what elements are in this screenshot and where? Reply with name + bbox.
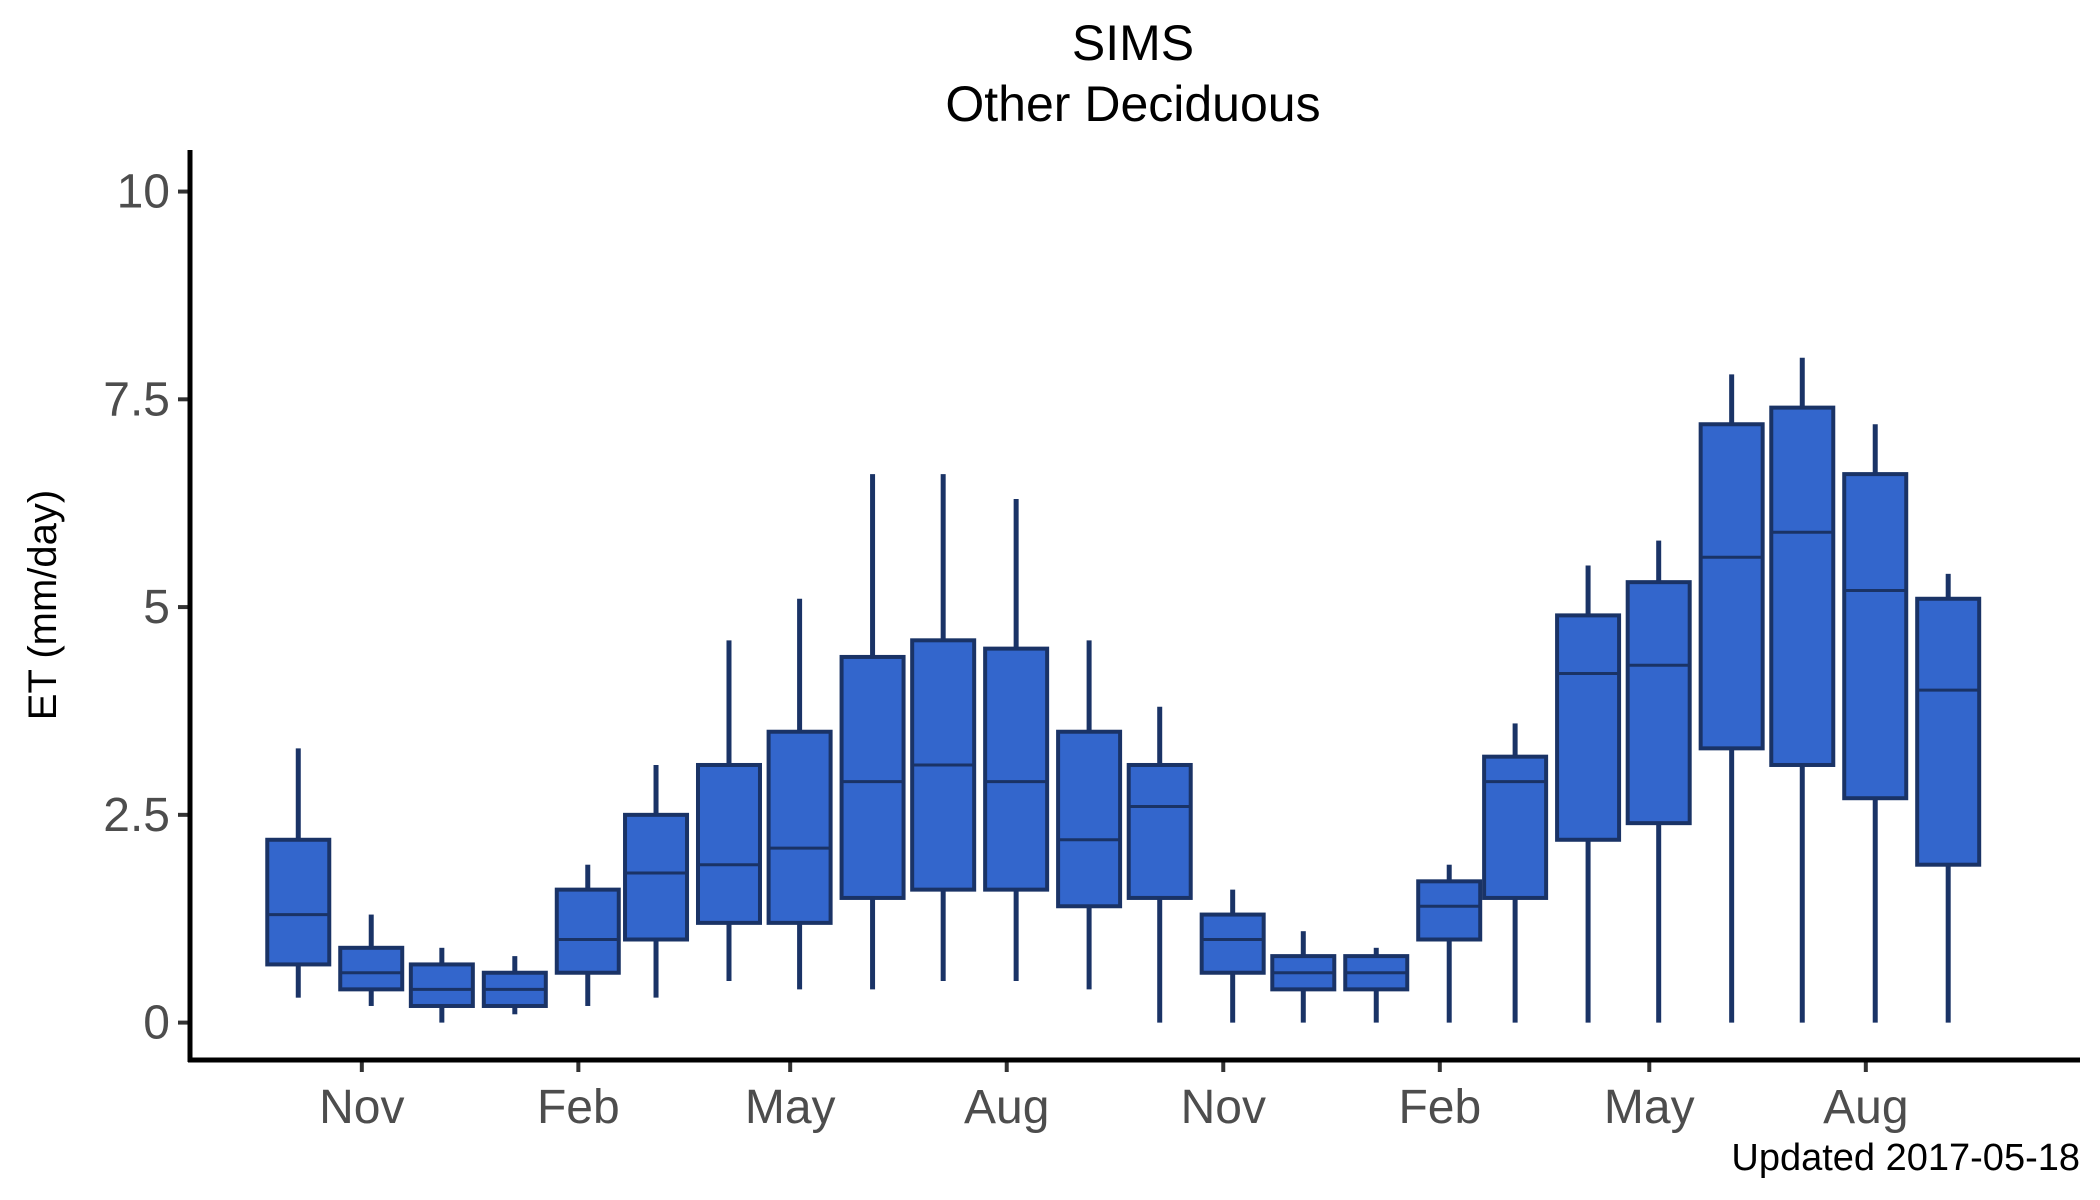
box-2017-08-05: [1842, 424, 1909, 1023]
x-tick-label: Feb: [1398, 1081, 1481, 1134]
box-2015-11-05: [338, 914, 405, 1006]
box-iqr: [338, 945, 405, 992]
box-2016-01-05: [481, 956, 548, 1015]
box-iqr: [1199, 912, 1266, 975]
x-tick-label: May: [745, 1081, 836, 1134]
box-2017-05-05: [1625, 540, 1692, 1023]
box-2015-10-05: [265, 748, 332, 998]
x-tick-label: May: [1604, 1081, 1695, 1134]
y-axis-ticks: 0 2.5 5 7.5 10: [103, 166, 190, 1050]
box-iqr: [408, 962, 475, 1008]
x-tick-label: Aug: [964, 1081, 1049, 1134]
box-2016-03-05: [623, 764, 690, 998]
box-2016-04-05: [695, 640, 762, 982]
box-2016-12-05: [1270, 931, 1337, 1023]
boxes-layer: [265, 357, 1982, 1023]
y-tick-label: 5: [143, 581, 170, 634]
box-iqr: [1769, 405, 1836, 767]
box-iqr: [1416, 879, 1483, 942]
y-tick-label: 0: [143, 997, 170, 1050]
box-2016-06-05: [839, 474, 906, 990]
box-iqr: [623, 812, 690, 942]
box-2017-02-05: [1416, 864, 1483, 1023]
box-2017-01-05: [1343, 947, 1410, 1023]
box-iqr: [554, 887, 621, 975]
box-iqr: [1915, 596, 1982, 867]
box-iqr: [1555, 613, 1622, 842]
box-2017-03-05: [1482, 723, 1549, 1023]
x-tick-label: Nov: [1181, 1081, 1266, 1134]
x-tick-label: Aug: [1823, 1081, 1908, 1134]
box-iqr: [1842, 472, 1909, 801]
box-2017-09-05: [1915, 573, 1982, 1023]
box-iqr: [1056, 729, 1123, 909]
box-iqr: [983, 646, 1050, 892]
box-iqr: [1126, 762, 1193, 900]
y-axis-title: ET (mm/day): [21, 490, 65, 720]
box-iqr: [265, 837, 332, 967]
x-tick-label: Feb: [537, 1081, 620, 1134]
chart-title: SIMS: [1072, 15, 1194, 71]
box-2016-09-05: [1056, 640, 1123, 990]
chart-subtitle: Other Deciduous: [945, 76, 1320, 132]
box-iqr: [839, 654, 906, 900]
box-2017-04-05: [1555, 565, 1622, 1023]
box-iqr: [695, 762, 762, 925]
chart-caption: Updated 2017-05-18: [1731, 1137, 2080, 1179]
box-2016-11-05: [1199, 889, 1266, 1023]
box-2017-07-05: [1769, 357, 1836, 1023]
box-iqr: [1482, 754, 1549, 900]
y-tick-label: 2.5: [103, 789, 170, 842]
box-2016-05-05: [766, 598, 833, 990]
box-2015-12-05: [408, 947, 475, 1023]
y-tick-label: 7.5: [103, 373, 170, 426]
box-2016-02-05: [554, 864, 621, 1006]
box-2017-06-05: [1698, 374, 1765, 1023]
box-2016-10-05: [1126, 706, 1193, 1023]
box-iqr: [1625, 580, 1692, 826]
plot-panel: 0 2.5 5 7.5 10 Nov Feb May Aug Nov Feb May Aug: [103, 150, 2080, 1134]
x-axis-ticks: Nov Feb May Aug Nov Feb May Aug: [319, 1060, 1909, 1134]
box-2016-08-05: [983, 499, 1050, 982]
box-iqr: [766, 729, 833, 925]
box-2016-07-05: [910, 474, 977, 982]
y-tick-label: 10: [117, 166, 170, 219]
x-tick-label: Nov: [319, 1081, 404, 1134]
box-iqr: [1698, 422, 1765, 751]
